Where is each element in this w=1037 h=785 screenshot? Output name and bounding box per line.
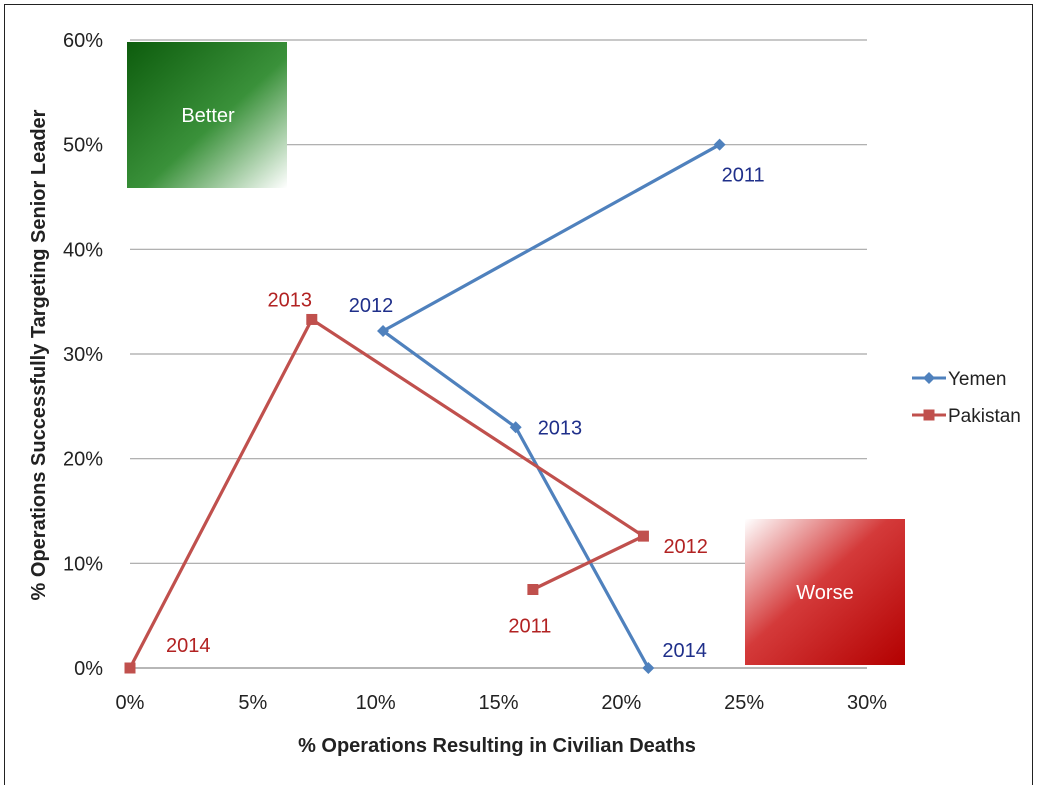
- worse-box: [745, 519, 905, 665]
- annotation-boxes: Better Worse: [127, 42, 905, 665]
- series-yemen: 2011 2012 2013 2014: [349, 138, 765, 674]
- grid-lines: [130, 39, 867, 669]
- y-tick-label: 30%: [63, 344, 103, 366]
- x-tick-label: 20%: [601, 692, 641, 714]
- better-box: [127, 42, 287, 188]
- data-label: 2012: [349, 295, 394, 317]
- data-point: [306, 313, 318, 325]
- data-label: 2014: [662, 640, 707, 662]
- x-axis-title: % Operations Resulting in Civilian Death…: [298, 735, 696, 757]
- data-label: 2011: [722, 165, 765, 187]
- data-point: [509, 421, 522, 434]
- series-line: [128, 317, 646, 669]
- data-point: [637, 530, 649, 542]
- data-point: [377, 324, 390, 337]
- data-label: 2011: [508, 616, 551, 638]
- data-point: [642, 662, 655, 674]
- data-label: 2014: [166, 635, 211, 657]
- y-tick-label: 0%: [74, 658, 103, 680]
- x-tick-label: 25%: [724, 692, 764, 714]
- legend-marker: [923, 409, 935, 421]
- legend-label: Yemen: [948, 369, 1006, 390]
- x-tick-label: 5%: [238, 692, 267, 714]
- data-point: [124, 662, 136, 674]
- y-tick-label: 40%: [63, 239, 103, 261]
- legend-item-yemen: Yemen: [912, 369, 1006, 390]
- data-label: 2012: [663, 536, 708, 558]
- data-point: [713, 138, 726, 151]
- y-axis-title: % Operations Successfully Targeting Seni…: [28, 109, 50, 600]
- data-label: 2013: [268, 289, 313, 311]
- y-tick-label: 60%: [63, 30, 103, 52]
- better-box-label: Better: [181, 105, 235, 127]
- legend-marker: [923, 372, 935, 384]
- x-tick-label: 30%: [847, 692, 887, 714]
- y-axis-ticks: 0% 10% 20% 30% 40% 50% 60%: [63, 30, 103, 680]
- y-tick-label: 10%: [63, 553, 103, 575]
- worse-box-label: Worse: [796, 582, 853, 604]
- data-label: 2013: [538, 417, 583, 439]
- legend-item-pakistan: Pakistan: [912, 406, 1021, 427]
- x-axis-ticks: 0% 5% 10% 15% 20% 25% 30%: [116, 692, 888, 714]
- y-tick-label: 50%: [63, 135, 103, 157]
- y-tick-label: 20%: [63, 449, 103, 471]
- series-line: [381, 143, 721, 669]
- x-tick-label: 10%: [356, 692, 396, 714]
- series-group: 2011 2012 2013 2014 2011 2012 2013 2014: [124, 138, 765, 674]
- legend-label: Pakistan: [948, 406, 1021, 427]
- data-point: [527, 584, 539, 595]
- series-pakistan: 2011 2012 2013 2014: [124, 289, 708, 674]
- x-tick-label: 15%: [478, 692, 518, 714]
- x-tick-label: 0%: [116, 692, 145, 714]
- legend: Yemen Pakistan: [912, 369, 1021, 427]
